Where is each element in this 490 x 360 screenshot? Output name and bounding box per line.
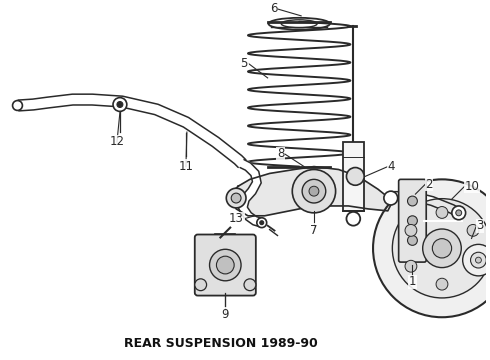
Circle shape (436, 207, 448, 219)
Circle shape (226, 188, 246, 208)
Circle shape (436, 278, 448, 290)
Circle shape (392, 199, 490, 298)
Circle shape (405, 225, 417, 236)
Circle shape (302, 179, 326, 203)
Text: 8: 8 (277, 147, 284, 160)
Circle shape (467, 260, 479, 272)
Text: 9: 9 (221, 308, 229, 321)
Text: 4: 4 (388, 160, 395, 173)
Circle shape (117, 102, 123, 107)
Text: 10: 10 (465, 180, 480, 193)
Circle shape (408, 196, 417, 206)
Circle shape (475, 257, 481, 263)
Circle shape (346, 167, 364, 185)
Circle shape (467, 225, 479, 236)
Polygon shape (239, 159, 263, 227)
FancyBboxPatch shape (195, 234, 256, 296)
Circle shape (195, 279, 207, 291)
Text: 2: 2 (425, 178, 433, 191)
Circle shape (217, 256, 234, 274)
Text: 12: 12 (109, 135, 124, 148)
Circle shape (408, 216, 417, 226)
Polygon shape (18, 94, 246, 167)
Circle shape (463, 244, 490, 276)
Polygon shape (233, 167, 393, 216)
Text: 3: 3 (476, 219, 484, 232)
Circle shape (309, 186, 319, 196)
Circle shape (257, 218, 267, 228)
Text: 1: 1 (409, 275, 416, 288)
Circle shape (244, 279, 256, 291)
Circle shape (384, 191, 398, 205)
Circle shape (260, 221, 264, 225)
Circle shape (432, 239, 452, 258)
Text: 11: 11 (178, 160, 194, 173)
Circle shape (292, 170, 336, 213)
Circle shape (405, 260, 417, 272)
Circle shape (408, 235, 417, 246)
FancyBboxPatch shape (343, 142, 364, 211)
Circle shape (113, 98, 127, 111)
Circle shape (373, 179, 490, 317)
Circle shape (210, 249, 241, 281)
Circle shape (423, 229, 461, 267)
Circle shape (456, 210, 462, 216)
FancyBboxPatch shape (399, 179, 426, 262)
Text: REAR SUSPENSION 1989-90: REAR SUSPENSION 1989-90 (123, 337, 317, 350)
Circle shape (231, 193, 241, 203)
Circle shape (470, 252, 486, 268)
Text: 6: 6 (270, 3, 277, 15)
Circle shape (452, 206, 466, 220)
Polygon shape (391, 192, 461, 217)
Text: 5: 5 (241, 57, 248, 69)
Text: 7: 7 (310, 224, 318, 237)
Text: 13: 13 (229, 212, 244, 225)
